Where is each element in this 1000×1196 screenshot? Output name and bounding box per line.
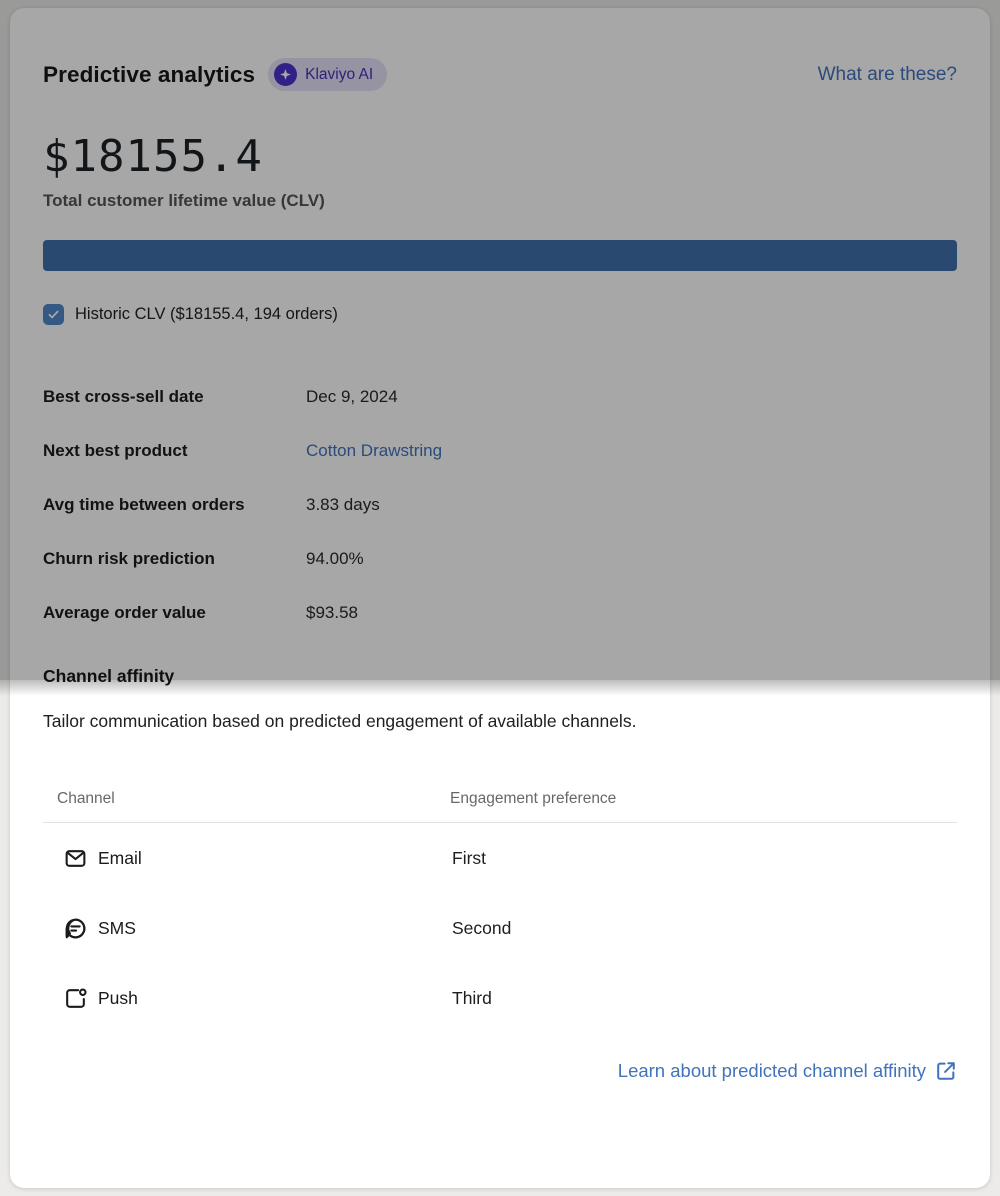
- channel-affinity-title: Channel affinity: [43, 666, 175, 686]
- channel-label: Push: [98, 987, 138, 1008]
- detail-label: Best cross-sell date: [43, 387, 204, 406]
- clv-bar: [43, 240, 957, 271]
- email-icon: [65, 849, 86, 867]
- learn-link-label: Learn about predicted channel affinity: [617, 1060, 926, 1081]
- preference-value: Third: [452, 987, 492, 1008]
- channel-column-header: Channel: [57, 790, 115, 807]
- table-row-email: Email First: [43, 823, 957, 893]
- klaviyo-ai-badge-label: Klaviyo AI: [305, 65, 374, 83]
- table-header: Channel Engagement preference: [43, 790, 957, 823]
- what-are-these-link[interactable]: What are these?: [817, 63, 957, 85]
- channel-cell: Push: [43, 986, 450, 1011]
- clv-total-label: Total customer lifetime value (CLV): [43, 191, 325, 210]
- preference-value: Second: [452, 917, 512, 938]
- next-best-product-link[interactable]: Cotton Drawstring: [306, 441, 443, 460]
- detail-row-avg-time: Avg time between orders 3.83 days: [43, 495, 957, 515]
- learn-more-row: Learn about predicted channel affinity: [43, 1060, 957, 1082]
- channel-affinity-section: Channel affinity Tailor communication ba…: [43, 666, 957, 1082]
- preference-value: First: [452, 847, 487, 868]
- channel-affinity-table: Channel Engagement preference Email Firs…: [43, 790, 957, 1033]
- push-icon: [66, 988, 87, 1008]
- table-row-push: Push Third: [43, 963, 957, 1033]
- detail-label: Average order value: [43, 603, 206, 622]
- preference-column-header: Engagement preference: [450, 790, 617, 807]
- table-row-sms: SMS Second: [43, 893, 957, 963]
- channel-affinity-description: Tailor communication based on predicted …: [43, 711, 637, 731]
- channel-cell: SMS: [43, 916, 450, 941]
- channel-label: SMS: [98, 917, 136, 938]
- detail-label: Avg time between orders: [43, 495, 245, 514]
- historic-clv-checkbox[interactable]: [43, 304, 64, 325]
- detail-value: 3.83 days: [306, 495, 380, 514]
- channel-label: Email: [98, 847, 142, 868]
- predictive-analytics-card: Predictive analytics Klaviyo AI What are…: [10, 8, 990, 1188]
- detail-value: Dec 9, 2024: [306, 387, 398, 406]
- detail-value: $93.58: [306, 603, 358, 622]
- detail-label: Churn risk prediction: [43, 549, 215, 568]
- sms-icon: [65, 918, 86, 938]
- clv-total-value: $18155.4: [43, 131, 263, 182]
- page-title: Predictive analytics: [43, 61, 256, 87]
- detail-row-cross-sell: Best cross-sell date Dec 9, 2024: [43, 387, 957, 407]
- detail-row-aov: Average order value $93.58: [43, 603, 957, 623]
- klaviyo-ai-badge: Klaviyo AI: [268, 58, 388, 91]
- detail-value: 94.00%: [306, 549, 364, 568]
- historic-clv-label: Historic CLV ($18155.4, 194 orders): [75, 305, 338, 323]
- detail-row-next-best-product: Next best product Cotton Drawstring: [43, 441, 957, 461]
- learn-channel-affinity-link[interactable]: Learn about predicted channel affinity: [618, 1060, 957, 1082]
- channel-cell: Email: [43, 846, 450, 871]
- detail-label: Next best product: [43, 441, 188, 460]
- card-header: Predictive analytics Klaviyo AI What are…: [43, 58, 957, 91]
- sparkle-icon: [274, 63, 298, 86]
- external-link-icon: [937, 1062, 955, 1080]
- historic-clv-row: Historic CLV ($18155.4, 194 orders): [43, 304, 957, 325]
- detail-row-churn-risk: Churn risk prediction 94.00%: [43, 549, 957, 569]
- prediction-details: Best cross-sell date Dec 9, 2024 Next be…: [43, 387, 957, 623]
